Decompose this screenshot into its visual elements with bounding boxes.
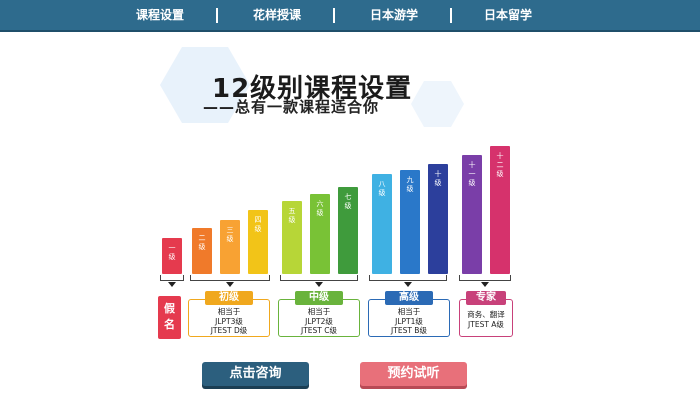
down-arrow-icon	[315, 282, 323, 287]
nav-separator	[333, 8, 335, 23]
tier-description: 相当于 JLPT2级 JTEST C级	[279, 307, 359, 336]
tier-line: JTEST C级	[301, 326, 337, 335]
tier-description: 相当于 JLPT1级 JTEST B级	[369, 307, 449, 336]
down-arrow-icon	[404, 282, 412, 287]
level-bar-label: 十一级	[468, 161, 476, 187]
page-subheadline: ——总有一款课程适合你	[203, 98, 380, 116]
kana-course-tag: 假名	[158, 296, 181, 339]
group-bracket	[459, 275, 511, 281]
tier-line: JLPT2级	[305, 316, 333, 326]
tier-line: JTEST A级	[468, 319, 504, 329]
nav-japan-study-abroad[interactable]: 日本留学	[483, 8, 532, 22]
book-trial-button[interactable]: 预约试听	[360, 362, 467, 386]
consult-button[interactable]: 点击咨询	[202, 362, 309, 386]
nav-course-settings[interactable]: 课程设置	[135, 8, 184, 22]
tier-line: JTEST B级	[391, 326, 427, 335]
level-bar: 二级	[192, 228, 212, 274]
tier-box-beginner: 相当于 JLPT3级 JTEST D级	[188, 299, 270, 337]
tier-tag-intermediate: 中级	[295, 291, 343, 305]
top-navigation: 课程设置 花样授课 日本游学 日本留学	[0, 0, 700, 32]
level-bar: 十一级	[462, 155, 482, 274]
level-bar: 十级	[428, 164, 448, 274]
level-bar-label: 十二级	[496, 152, 504, 178]
tier-description: 相当于 JLPT3级 JTEST D级	[189, 307, 269, 336]
tier-line: 相当于	[307, 307, 331, 316]
tier-tag-expert: 专家	[466, 291, 506, 305]
level-bar: 十二级	[490, 146, 510, 274]
kana-course-label: 假名	[164, 302, 175, 331]
level-bar-label: 五级	[288, 207, 296, 224]
level-bar: 四级	[248, 210, 268, 274]
nav-japan-study-tour[interactable]: 日本游学	[369, 8, 418, 22]
group-bracket	[369, 275, 447, 281]
level-bar-label: 六级	[316, 200, 324, 217]
down-arrow-icon	[226, 282, 234, 287]
level-bar-label: 四级	[254, 216, 262, 233]
level-bar-label: 一级	[168, 244, 176, 261]
nav-separator	[450, 8, 452, 23]
tier-line: 相当于	[397, 307, 421, 316]
tier-tag-beginner: 初级	[205, 291, 253, 305]
group-bracket	[190, 275, 270, 281]
tier-line: 商务、翻译	[467, 310, 505, 319]
nav-teaching-styles[interactable]: 花样授课	[252, 8, 301, 22]
level-bar: 六级	[310, 194, 330, 274]
level-bar-label: 二级	[198, 234, 206, 251]
tier-line: JLPT1级	[395, 316, 423, 326]
tier-box-advanced: 相当于 JLPT1级 JTEST B级	[368, 299, 450, 337]
level-bar-label: 七级	[344, 193, 352, 210]
tier-line: 相当于	[217, 307, 241, 316]
tier-description: 商务、翻译 JTEST A级	[460, 310, 512, 329]
decorative-hexagon	[411, 81, 464, 127]
level-bar: 九级	[400, 170, 420, 274]
page-headline: 12级别课程设置	[212, 74, 413, 104]
down-arrow-icon	[168, 282, 176, 287]
tier-line: JLPT3级	[215, 316, 243, 326]
level-bar: 一级	[162, 238, 182, 274]
nav-separator	[216, 8, 218, 23]
down-arrow-icon	[481, 282, 489, 287]
decorative-hexagon	[160, 47, 250, 123]
tier-box-expert: 商务、翻译 JTEST A级	[459, 299, 513, 337]
level-bar: 五级	[282, 201, 302, 274]
group-bracket	[160, 275, 184, 281]
level-bar-label: 十级	[434, 170, 442, 187]
tier-box-intermediate: 相当于 JLPT2级 JTEST C级	[278, 299, 360, 337]
level-bar-label: 九级	[406, 176, 414, 193]
level-bar-label: 三级	[226, 226, 234, 243]
level-bar: 三级	[220, 220, 240, 274]
level-bar: 七级	[338, 187, 358, 274]
level-bar-label: 八级	[378, 180, 386, 197]
tier-tag-advanced: 高级	[385, 291, 433, 305]
tier-line: JTEST D级	[210, 326, 248, 335]
group-bracket	[280, 275, 358, 281]
level-bar: 八级	[372, 174, 392, 274]
